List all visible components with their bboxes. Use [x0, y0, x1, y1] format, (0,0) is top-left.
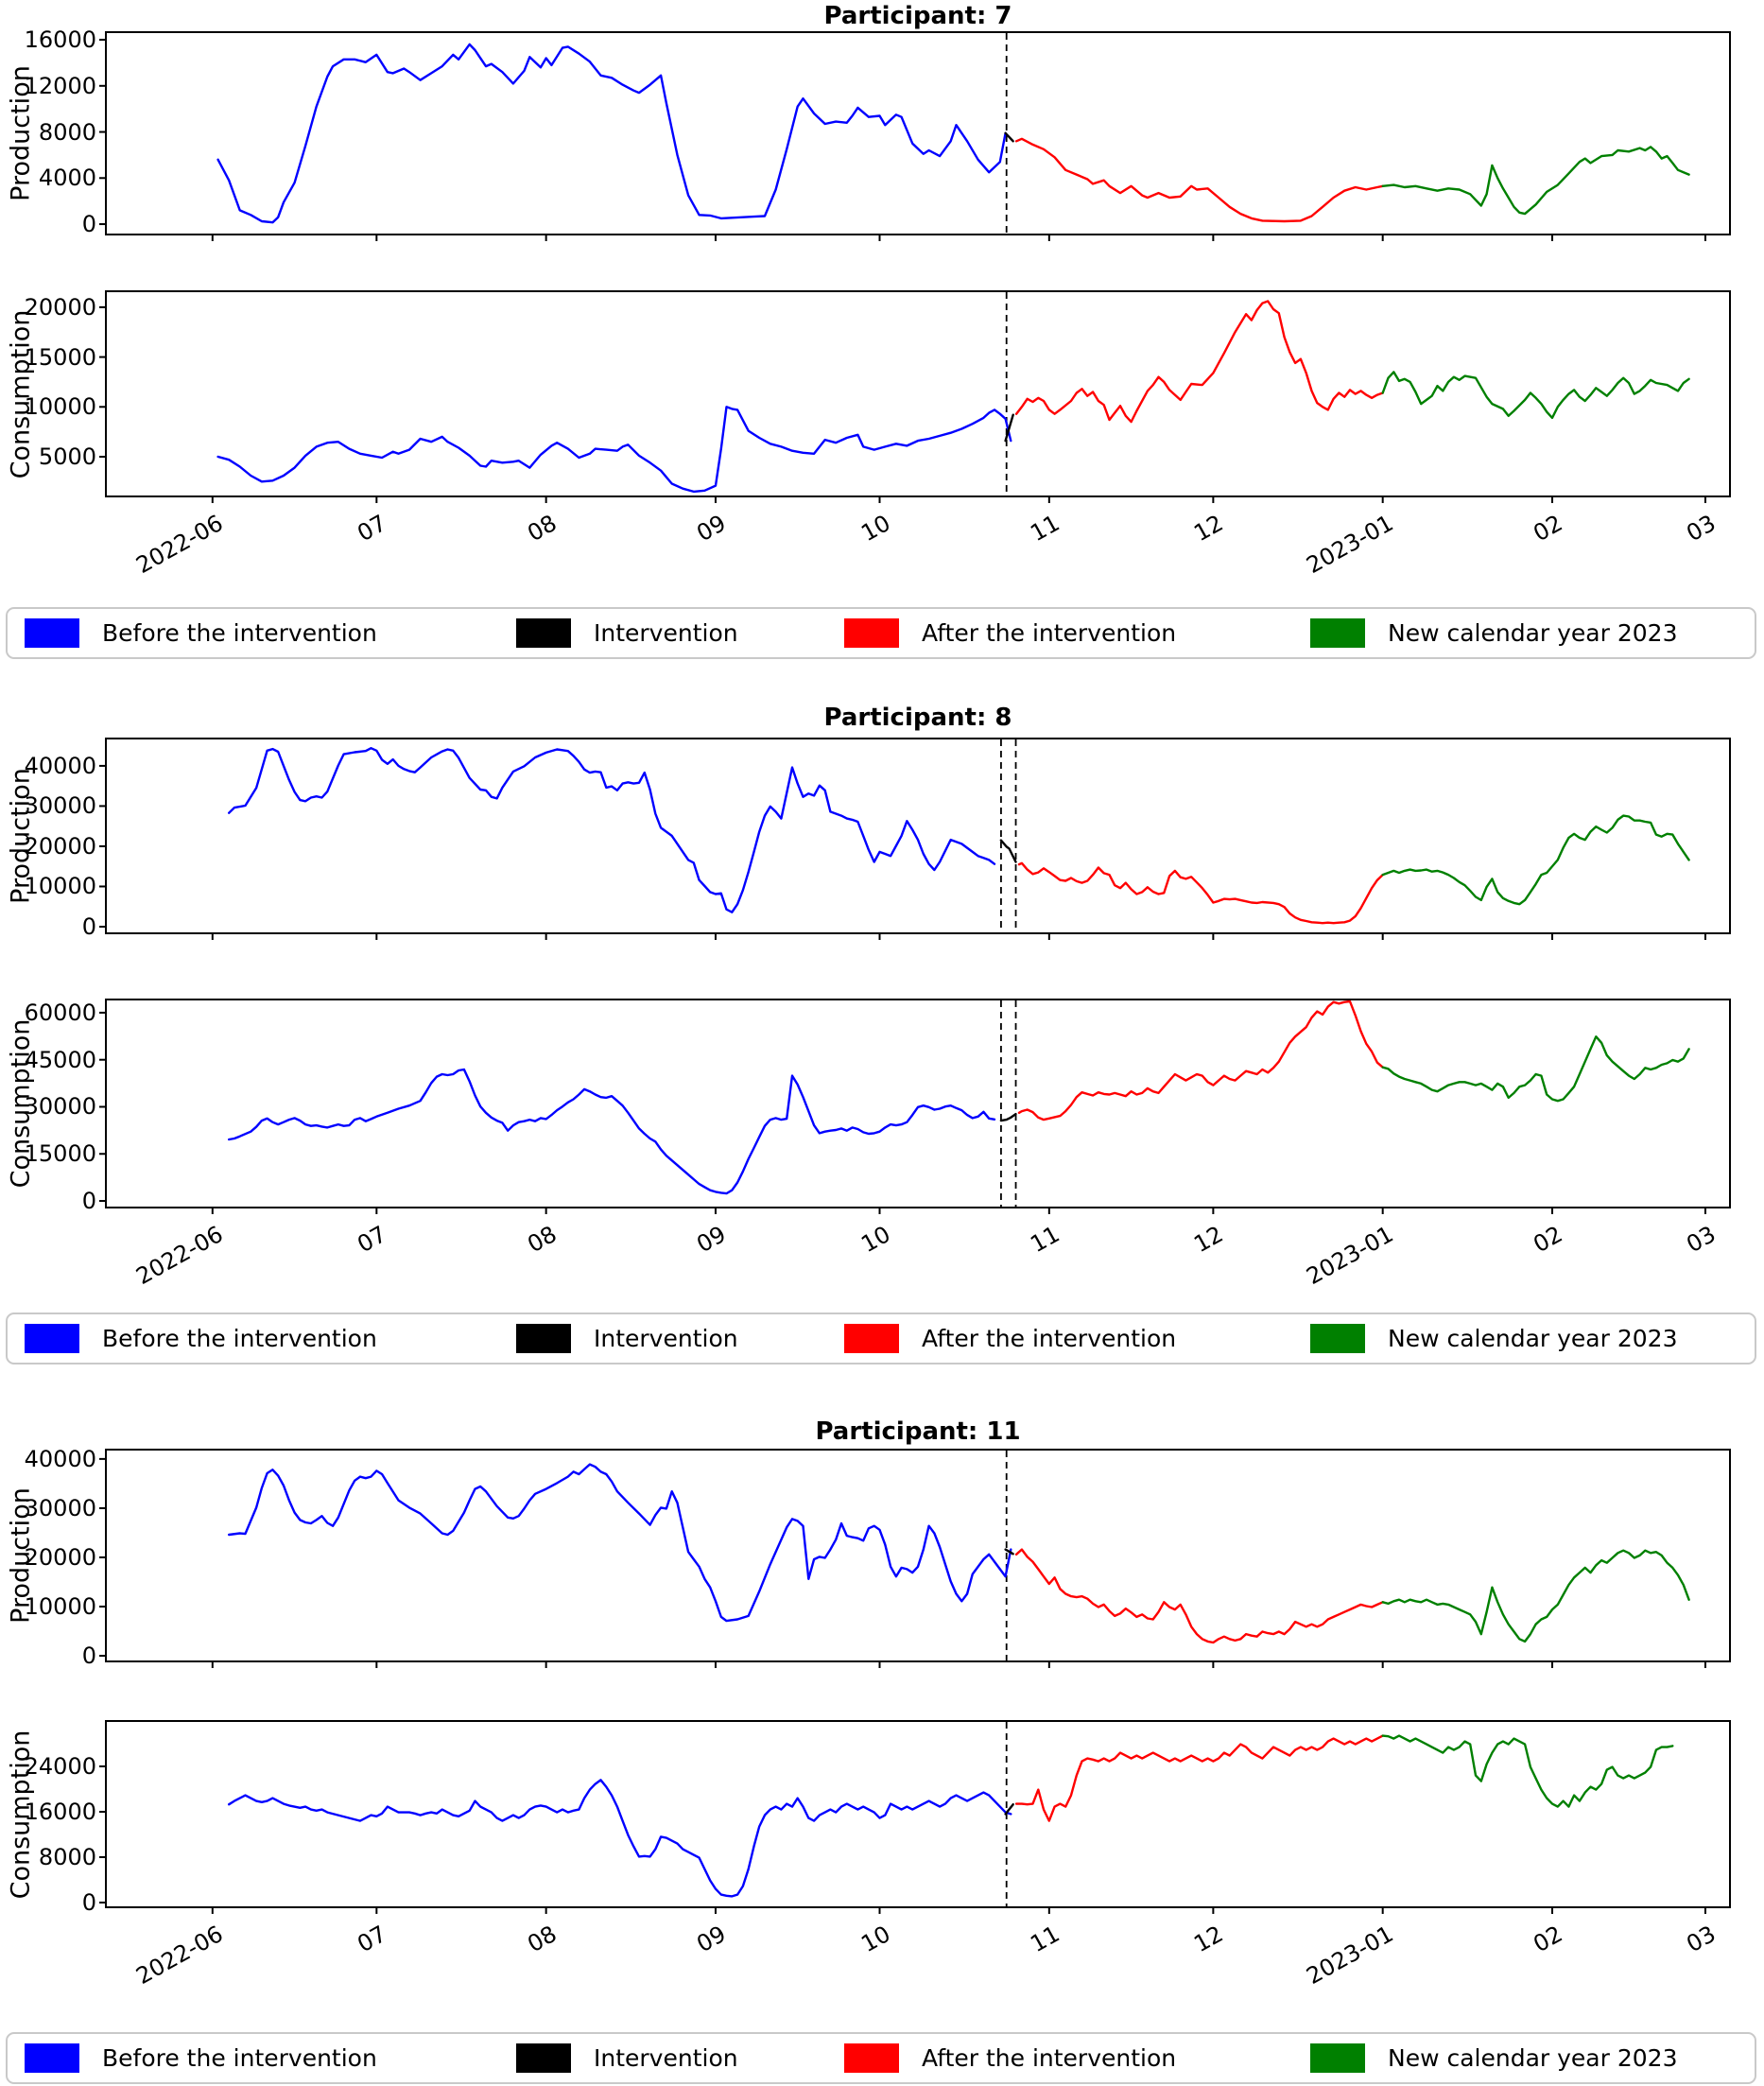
legend-label: Before the intervention — [102, 619, 377, 647]
legend-label: Intervention — [594, 2044, 738, 2072]
series-path-intervention — [999, 839, 1017, 863]
y-tick-label: 16000 — [24, 26, 96, 54]
new-year-swatch — [1310, 1324, 1365, 1353]
legend-box-3: Before the intervention Intervention Aft… — [6, 2032, 1756, 2084]
participant-7-title: Participant: 7 — [823, 2, 1012, 30]
series-path-after — [1014, 300, 1384, 424]
after-swatch — [844, 618, 899, 648]
series-path-after — [1014, 1548, 1384, 1644]
legend-label: After the intervention — [922, 2044, 1177, 2072]
y-tick-label: 10000 — [24, 873, 96, 900]
axis-frame — [105, 1720, 1731, 1908]
y-tick-label: 20000 — [24, 1543, 96, 1571]
participant-11-title: Participant: 11 — [815, 1417, 1021, 1446]
y-tick-label: 30000 — [24, 1494, 96, 1521]
series-path-before — [227, 1068, 996, 1195]
y-tick-label: 8000 — [38, 118, 96, 146]
y-tick-label: 30000 — [24, 792, 96, 820]
legend-label: New calendar year 2023 — [1388, 1325, 1678, 1352]
series-path-after — [1017, 1000, 1384, 1121]
series-path-new-year — [1381, 814, 1690, 906]
y-tick-label: 20000 — [24, 832, 96, 860]
y-tick-label: 10000 — [24, 1592, 96, 1620]
before-swatch — [25, 618, 79, 648]
y-tick-label: 20000 — [24, 293, 96, 321]
y-tick-label: 12000 — [24, 72, 96, 99]
series-path-intervention — [1004, 1802, 1014, 1816]
after-swatch — [844, 2043, 899, 2073]
y-tick-label: 24000 — [24, 1753, 96, 1780]
axis-frame — [105, 738, 1731, 934]
series-path-new-year — [1381, 1734, 1674, 1808]
y-tick-label: 40000 — [24, 1445, 96, 1472]
series-path-before — [216, 43, 1007, 224]
y-tick-label: 4000 — [38, 165, 96, 192]
after-swatch — [844, 1324, 899, 1353]
series-path-before — [227, 1779, 1012, 1898]
intervention-swatch — [516, 1324, 571, 1353]
new-year-swatch — [1310, 2043, 1365, 2073]
series-path-new-year — [1381, 1034, 1690, 1103]
series-path-after — [1017, 861, 1384, 925]
series-path-intervention — [1004, 1548, 1014, 1556]
series-path-new-year — [1381, 371, 1690, 420]
new-year-swatch — [1310, 618, 1365, 648]
series-path-after — [1014, 1734, 1384, 1822]
series-path-intervention — [999, 1112, 1017, 1122]
y-tick-label: 30000 — [24, 1093, 96, 1121]
series-path-after — [1014, 137, 1384, 223]
y-tick-label: 60000 — [24, 999, 96, 1026]
y-tick-label: 5000 — [38, 443, 96, 470]
legend-label: New calendar year 2023 — [1388, 2044, 1678, 2072]
axis-frame — [105, 290, 1731, 497]
participant-8-title: Participant: 8 — [823, 704, 1012, 732]
legend-label: After the intervention — [922, 1325, 1177, 1352]
y-tick-label: 45000 — [24, 1046, 96, 1073]
axis-frame — [105, 1449, 1731, 1662]
legend-label: Intervention — [594, 619, 738, 647]
y-tick-label: 0 — [81, 1889, 96, 1916]
y-tick-label: 10000 — [24, 393, 96, 421]
axis-frame — [105, 999, 1731, 1208]
before-swatch — [25, 2043, 79, 2073]
y-tick-label: 0 — [81, 1643, 96, 1670]
y-tick-label: 15000 — [24, 343, 96, 371]
before-swatch — [25, 1324, 79, 1353]
y-tick-label: 0 — [81, 1188, 96, 1215]
series-path-intervention — [1004, 131, 1014, 143]
legend-box-2: Before the intervention Intervention Aft… — [6, 1312, 1756, 1365]
series-path-before — [227, 747, 996, 913]
legend-label: Intervention — [594, 1325, 738, 1352]
legend-label: Before the intervention — [102, 1325, 377, 1352]
series-path-new-year — [1381, 146, 1690, 216]
legend-label: After the intervention — [922, 619, 1177, 647]
series-path-before — [227, 1463, 1012, 1623]
y-tick-label: 16000 — [24, 1799, 96, 1825]
legend-label: Before the intervention — [102, 2044, 377, 2072]
y-tick-label: 40000 — [24, 752, 96, 779]
y-tick-label: 15000 — [24, 1140, 96, 1168]
series-path-new-year — [1381, 1549, 1690, 1643]
legend-label: New calendar year 2023 — [1388, 619, 1678, 647]
legend-box-1: Before the intervention Intervention Aft… — [6, 607, 1756, 659]
y-tick-label: 0 — [81, 913, 96, 940]
axis-frame — [105, 31, 1731, 235]
intervention-swatch — [516, 2043, 571, 2073]
intervention-swatch — [516, 618, 571, 648]
y-tick-label: 0 — [81, 211, 96, 238]
y-tick-label: 8000 — [38, 1844, 96, 1870]
series-path-before — [216, 406, 1012, 494]
series-path-intervention — [1004, 413, 1014, 443]
